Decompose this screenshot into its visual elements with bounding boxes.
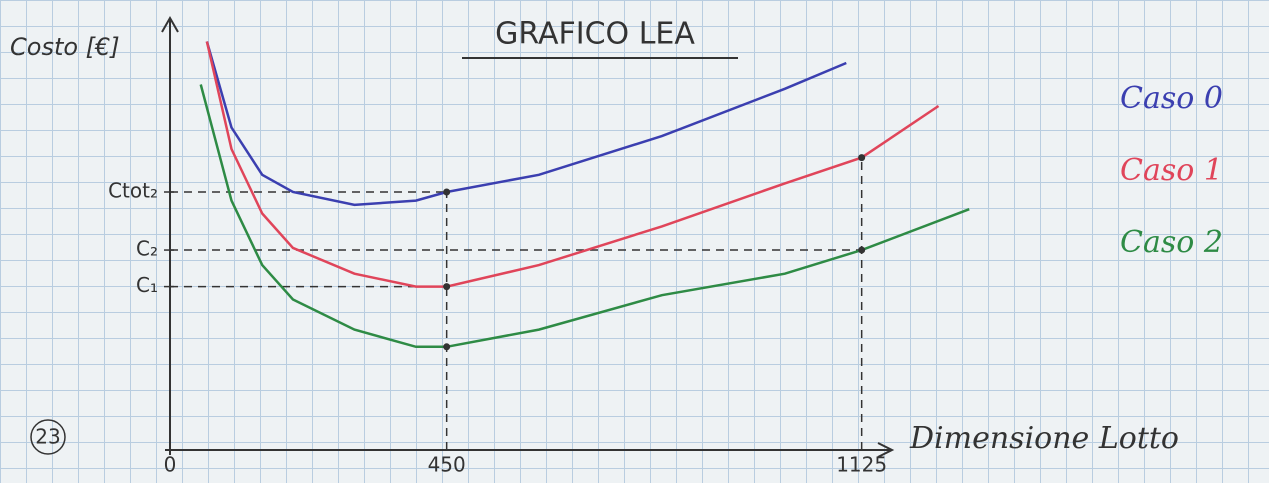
legend: Caso 0 Caso 1 Caso 2 bbox=[1120, 81, 1223, 260]
x-tick-label: 450 bbox=[428, 453, 466, 477]
page-number: 23 bbox=[35, 425, 60, 449]
chart-title: GRAFICO LEA bbox=[495, 17, 695, 52]
chart: GRAFICO LEA Costo [€] Dimensione Lotto 2… bbox=[0, 0, 1269, 479]
page: GRAFICO LEA Costo [€] Dimensione Lotto 2… bbox=[0, 0, 1269, 479]
series-line bbox=[207, 42, 846, 205]
x-axis-label: Dimensione Lotto bbox=[909, 421, 1179, 456]
series-line bbox=[201, 85, 970, 347]
y-tick-label: Ctot₂ bbox=[108, 179, 158, 203]
marked-point bbox=[443, 343, 450, 350]
y-tick-label: C₂ bbox=[136, 237, 158, 261]
x-tick-label: 1125 bbox=[836, 453, 887, 477]
y-tick-label: C₁ bbox=[136, 273, 158, 297]
marked-point bbox=[443, 189, 450, 196]
x-tick-label: 0 bbox=[164, 453, 177, 477]
marked-point bbox=[443, 283, 450, 290]
marked-point bbox=[858, 247, 865, 254]
y-axis-label: Costo [€] bbox=[10, 33, 120, 61]
legend-entry: Caso 2 bbox=[1120, 225, 1223, 260]
marked-point bbox=[858, 154, 865, 161]
legend-entry: Caso 0 bbox=[1120, 81, 1223, 116]
legend-entry: Caso 1 bbox=[1120, 153, 1223, 188]
